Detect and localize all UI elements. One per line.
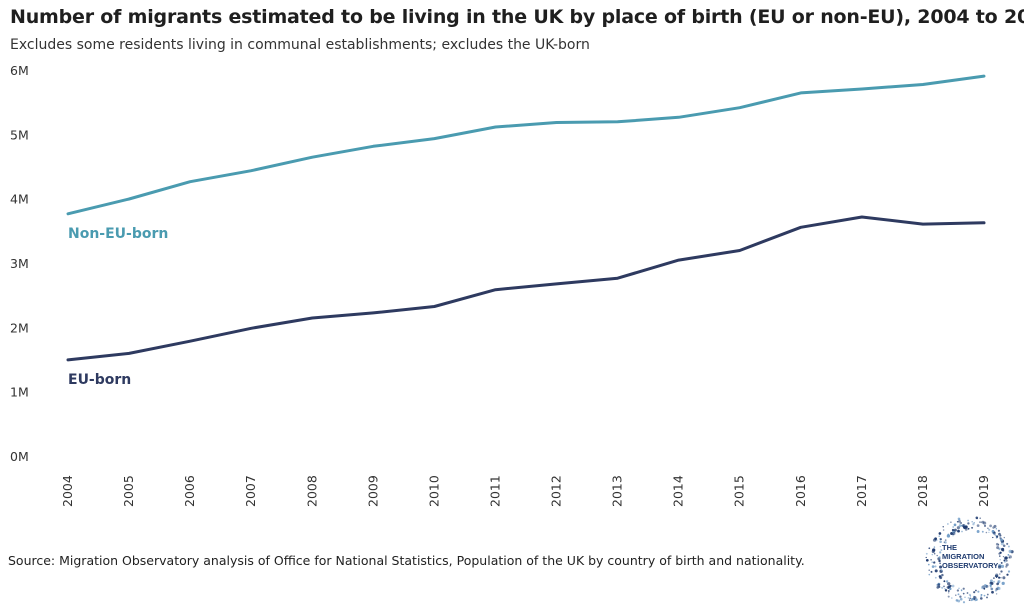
chart-subtitle: Excludes some residents living in commun… — [10, 37, 590, 53]
x-tick-label: 2005 — [121, 475, 136, 507]
x-tick-label: 2009 — [365, 475, 380, 507]
x-tick-label: 2014 — [671, 475, 686, 507]
x-tick-label: 2015 — [732, 475, 747, 507]
x-tick-label: 2007 — [243, 475, 258, 507]
y-tick-label: 0M — [10, 449, 29, 464]
y-tick-label: 4M — [10, 192, 29, 207]
x-tick-label: 2013 — [610, 475, 625, 507]
series-layer — [66, 74, 986, 362]
y-tick-label: 1M — [10, 385, 29, 400]
series-label-eu-born: EU-born — [68, 372, 131, 388]
y-tick-label: 2M — [10, 320, 29, 335]
x-tick-label: 2006 — [182, 475, 197, 507]
y-tick-label: 5M — [10, 127, 29, 142]
x-tick-label: 2017 — [854, 475, 869, 507]
x-tick-label: 2012 — [549, 475, 564, 507]
x-tick-label: 2016 — [793, 475, 808, 507]
logo-text-line3: OBSERVATORY — [942, 561, 998, 570]
logo-text-line1: THE — [942, 543, 957, 552]
y-tick-label: 3M — [10, 256, 29, 271]
x-axis: 2004 2005 2006 2007 2008 2009 2010 2011 2012 2013… — [60, 475, 991, 507]
chart-title: Number of migrants estimated to be livin… — [10, 6, 1024, 28]
series-labels: Non-EU-born EU-born — [68, 226, 168, 388]
x-tick-label: 2010 — [426, 475, 441, 507]
series-line-non-eu-born — [66, 74, 986, 216]
logo-text-line2: MIGRATION — [942, 552, 984, 561]
series-label-non-eu-born: Non-EU-born — [68, 226, 168, 242]
source-note: Source: Migration Observatory analysis o… — [8, 553, 805, 568]
x-tick-label: 2018 — [915, 475, 930, 507]
x-tick-label: 2011 — [487, 475, 502, 507]
migration-observatory-logo: THE MIGRATION OBSERVATORY — [925, 516, 1014, 604]
y-tick-label: 6M — [10, 63, 29, 78]
series-line-eu-born — [66, 215, 986, 362]
x-tick-label: 2004 — [60, 475, 75, 507]
x-tick-label: 2008 — [304, 475, 319, 507]
x-tick-label: 2019 — [976, 475, 991, 507]
y-axis: 0M 1M 2M 3M 4M 5M 6M — [10, 63, 29, 464]
logo-dot-ring — [925, 516, 1014, 604]
